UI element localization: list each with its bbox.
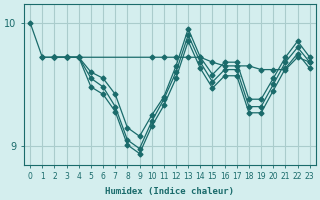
X-axis label: Humidex (Indice chaleur): Humidex (Indice chaleur) bbox=[106, 187, 235, 196]
